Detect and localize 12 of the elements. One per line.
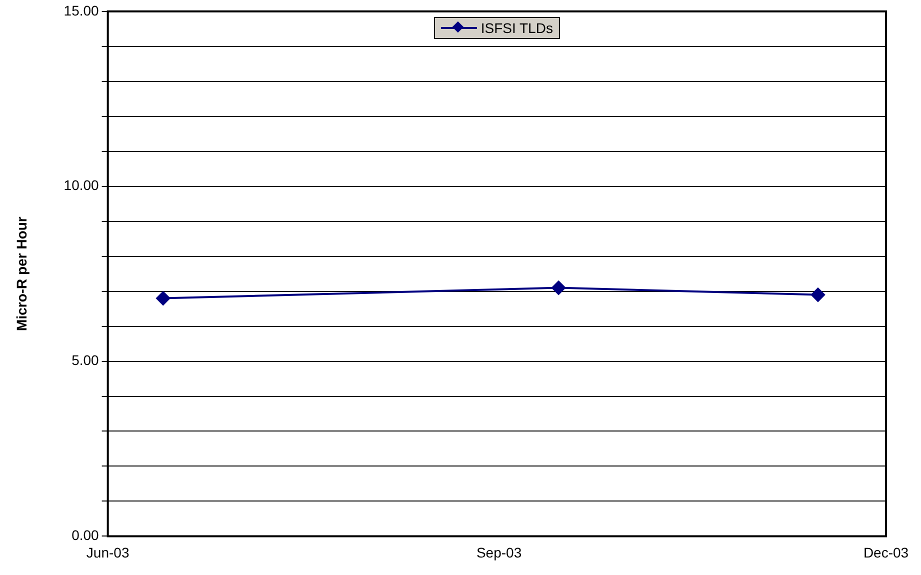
- x-tick-label: Jun-03: [86, 544, 130, 560]
- y-axis-title: Micro-R per Hour: [13, 216, 30, 331]
- y-tick-label: 5.00: [72, 352, 100, 368]
- point: [156, 291, 170, 306]
- point: [810, 288, 825, 302]
- y-tick-label: 10.00: [64, 177, 100, 194]
- y-tick-label: 0.00: [72, 527, 100, 544]
- x-tick-label: Sep-03: [476, 544, 522, 560]
- point: [552, 280, 566, 295]
- x-tick-label: Dec-03: [863, 544, 909, 560]
- y-tick-label: 15.00: [64, 2, 100, 18]
- legend-label: ISFSI TLDs: [480, 20, 553, 36]
